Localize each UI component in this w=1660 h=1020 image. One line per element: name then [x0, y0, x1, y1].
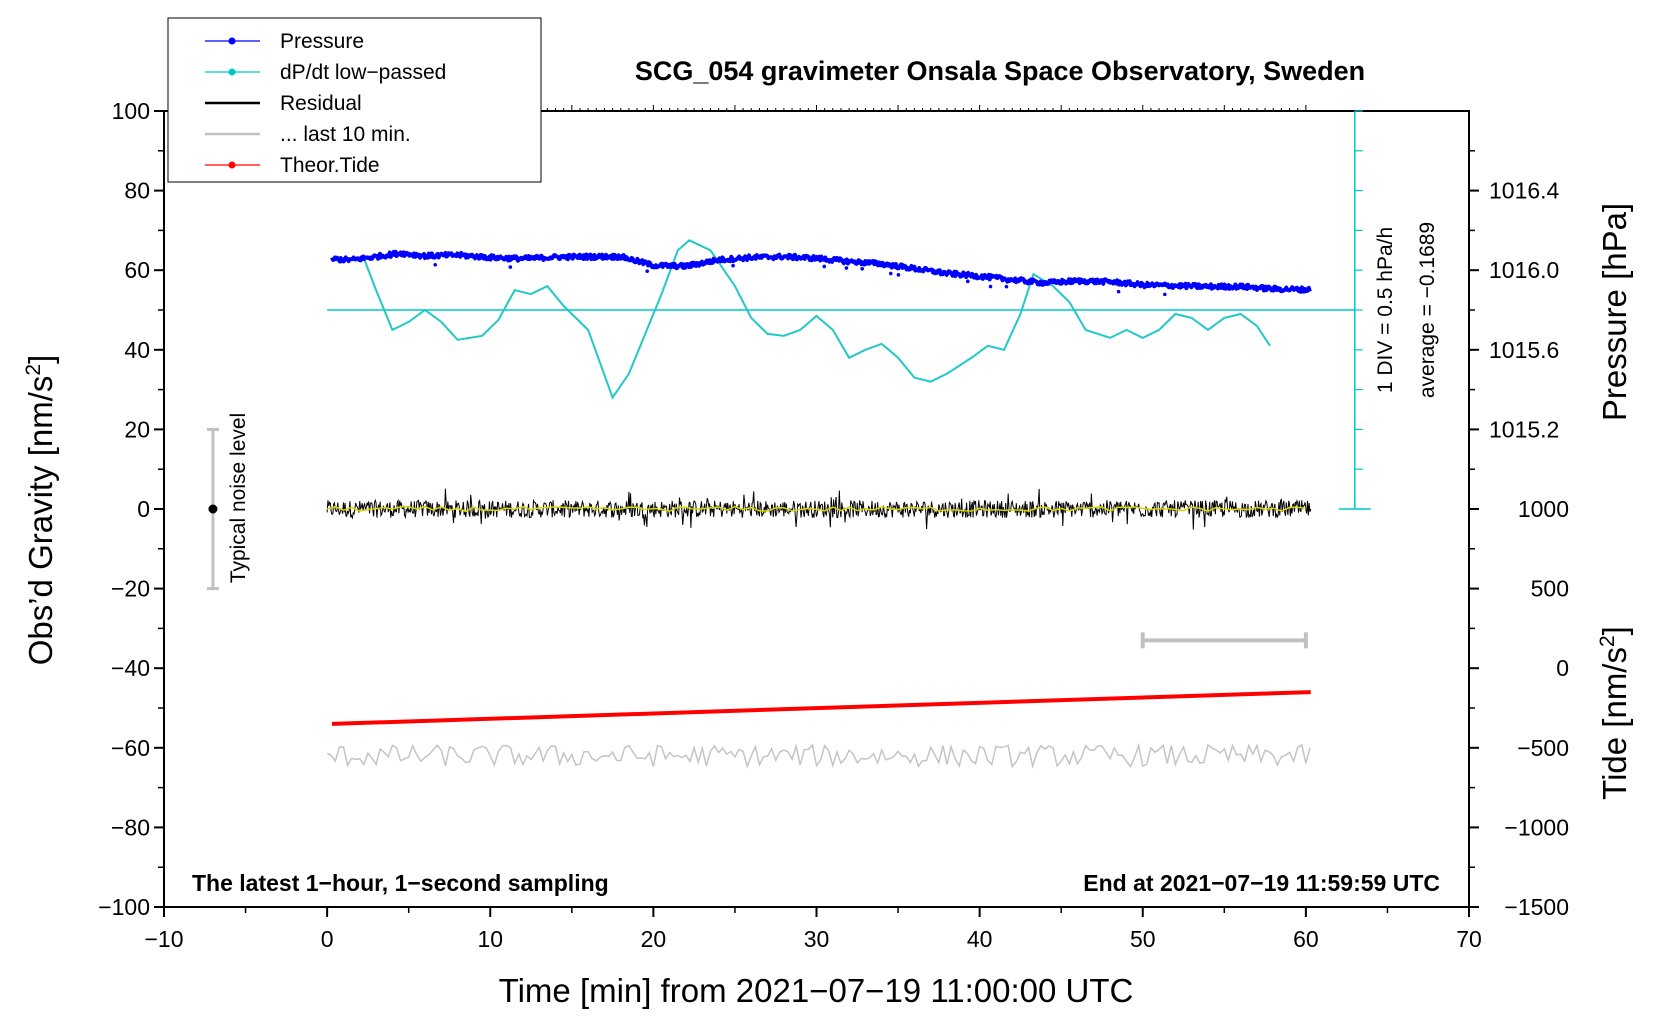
tide-tick-label: 1000 [1518, 496, 1569, 522]
y-tick-label: −20 [111, 576, 150, 602]
x-tick-label: 70 [1456, 926, 1482, 952]
legend-label: dP/dt low−passed [280, 61, 446, 84]
last10-range-bar [1140, 632, 1308, 649]
y-tick-label: 0 [137, 496, 150, 522]
legend-label: ... last 10 min. [280, 123, 411, 146]
pressure-dot [1116, 289, 1121, 294]
pressure-axis-ticks: 1015.2 1015.6 1016.0 1016.4 [1469, 150, 1560, 470]
y-tick-label: 40 [124, 337, 150, 363]
tide-tick-label: −1000 [1504, 814, 1569, 840]
x-tick-label: 0 [321, 926, 334, 952]
pressure-tick-label: 1015.2 [1489, 416, 1559, 442]
annotation-left: The latest 1−hour, 1−second sampling [192, 870, 609, 896]
average-label: average = −0.1689 [1416, 222, 1439, 398]
dpdt-series-line [332, 239, 1271, 400]
pressure-dot [844, 266, 849, 270]
legend-swatch-dot [228, 161, 236, 169]
pressure-dot [988, 284, 993, 289]
y-tick-label: 20 [124, 416, 150, 442]
y-tick-label: 80 [124, 178, 150, 204]
y-tick-label: 60 [124, 257, 150, 283]
pressure-dot [965, 279, 970, 284]
last10-line [326, 742, 1311, 770]
x-axis-ticks: −10 0 10 20 30 40 50 60 70 [144, 907, 1482, 952]
pressure-dot [508, 265, 513, 269]
tide-tick-label: 500 [1531, 576, 1569, 602]
pressure-axis-title: Pressure [hPa] [1596, 203, 1633, 421]
tide-axis-title: Tide [nm/s2] [1596, 626, 1633, 800]
pressure-dot [860, 267, 865, 271]
pressure-series [330, 249, 1312, 297]
y-axis-title: Obs’d Gravity [nm/s2] [22, 355, 59, 666]
pressure-tick-label: 1016.0 [1489, 257, 1559, 283]
x-tick-label: 20 [641, 926, 667, 952]
y-tick-label: −40 [111, 655, 150, 681]
legend-label: Residual [280, 92, 362, 115]
noise-label: Typical noise level [227, 413, 250, 583]
x-axis-title: Time [min] from 2021−07−19 11:00:00 UTC [499, 972, 1134, 1009]
y-tick-label: 100 [112, 98, 150, 124]
pressure-dot [1163, 292, 1167, 297]
pressure-line [330, 249, 1312, 294]
x-tick-label: 60 [1293, 926, 1319, 952]
legend-swatch-dot [228, 68, 236, 76]
tide-tick-label: −1500 [1504, 894, 1569, 920]
legend-label: Pressure [280, 30, 364, 53]
pressure-dot [645, 269, 649, 273]
annotation-right: End at 2021−07−19 11:59:59 UTC [1083, 870, 1440, 896]
y-tick-label: −100 [98, 894, 150, 920]
last10min-series [326, 742, 1311, 770]
dpdt-scale-label: 1 DIV = 0.5 hPa/h [1374, 227, 1397, 393]
pressure-dot [822, 264, 827, 269]
y-tick-label: −80 [111, 814, 150, 840]
noise-bar-dot [208, 504, 218, 514]
x-tick-label: 10 [477, 926, 503, 952]
pressure-tick-label: 1016.4 [1489, 178, 1560, 204]
pressure-dot [731, 263, 735, 268]
pressure-dot [1004, 284, 1009, 289]
legend: Pressure dP/dt low−passed Residual ... last… [205, 30, 446, 177]
theor-tide-series [331, 690, 1311, 726]
pressure-dot [896, 273, 901, 277]
chart-title: SCG_054 gravimeter Onsala Space Observat… [635, 56, 1365, 86]
x-tick-label: −10 [144, 926, 183, 952]
pressure-tick-label: 1015.6 [1489, 337, 1559, 363]
residual-smoothed-line [326, 505, 1306, 513]
legend-swatch-dot [228, 37, 236, 45]
residual-series [326, 488, 1312, 530]
x-tick-label: 40 [967, 926, 993, 952]
pressure-dot [433, 263, 438, 267]
tide-tick-label: −500 [1517, 735, 1569, 761]
x-tick-label: 30 [804, 926, 830, 952]
pressure-dot [888, 271, 893, 276]
x-tick-label: 50 [1130, 926, 1156, 952]
tide-tick-label: 0 [1556, 655, 1569, 681]
legend-box [167, 17, 542, 183]
noise-level-bar [206, 427, 219, 591]
y-tick-label: −60 [111, 735, 150, 761]
y-axis-ticks: −100 −80 −60 −40 −20 0 20 40 60 80 100 [98, 98, 164, 920]
tide-axis-ticks: −1500 −1000 −500 0 500 1000 [1469, 496, 1569, 920]
legend-label: Theor.Tide [280, 154, 380, 177]
